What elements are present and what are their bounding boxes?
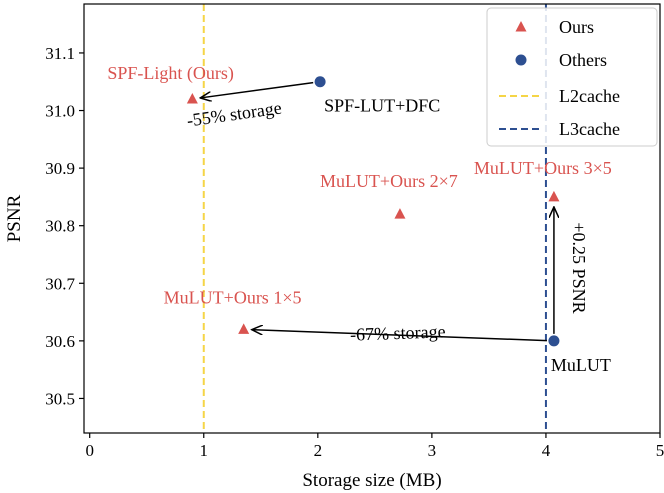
x-tick-label: 4 [542, 441, 551, 460]
point-mulut-ours-3-5 [548, 190, 560, 202]
point-labels: SPF-Light (Ours) MuLUT+Ours 1×5 MuLUT+Ours… [107, 63, 611, 375]
point-mulut-ours-2-7 [394, 208, 406, 219]
y-tick-label: 30.8 [45, 217, 75, 236]
legend: Ours Others L2cache L3cache [486, 7, 658, 147]
x-tick-label: 5 [656, 441, 664, 460]
x-tick-label: 1 [200, 441, 209, 460]
point-label-spf-light-ours: SPF-Light (Ours) [107, 63, 234, 84]
point-label-mulut: MuLUT [551, 355, 611, 375]
legend-marker-ours [515, 21, 527, 32]
x-axis-label: Storage size (MB) [302, 470, 441, 491]
annotation-label: -67% storage [350, 321, 446, 344]
y-tick-label: 30.9 [45, 159, 75, 178]
y-tick-label: 31.0 [45, 102, 75, 121]
annotation-label: +0.25 PSNR [569, 222, 589, 313]
y-axis-label: PSNR [4, 194, 25, 242]
data-points [186, 76, 560, 347]
annotation-arrow [200, 81, 314, 98]
axis-ticks: 0 1 2 3 4 5 30.5 30.6 30.7 30.8 30.9 31.0 31.1 [45, 44, 664, 460]
legend-label-ours: Ours [559, 17, 594, 37]
x-tick-label: 3 [428, 441, 437, 460]
annotation-arrows [200, 81, 554, 342]
legend-label-others: Others [559, 50, 607, 70]
x-tick-label: 0 [85, 441, 94, 460]
point-mulut-ours-1-5 [238, 323, 250, 334]
legend-marker-others [515, 54, 527, 66]
annotation-arrow [252, 330, 547, 342]
annotation-label: -55% storage [186, 98, 283, 131]
y-tick-label: 30.7 [45, 274, 75, 293]
y-tick-label: 31.1 [45, 44, 75, 63]
point-spf-light-ours [186, 93, 198, 104]
y-tick-label: 30.6 [45, 332, 75, 351]
point-mulut [548, 335, 560, 347]
point-label-mulut-ours-2-7: MuLUT+Ours 2×7 [320, 171, 458, 191]
plot-frame [83, 3, 661, 434]
point-label-mulut-ours-1-5: MuLUT+Ours 1×5 [164, 287, 302, 307]
legend-box [486, 7, 658, 147]
x-tick-label: 2 [314, 441, 323, 460]
legend-label-l3cache: L3cache [559, 119, 620, 139]
y-tick-label: 30.5 [45, 389, 75, 408]
point-spf-lut-dfc [314, 76, 326, 88]
point-label-mulut-ours-3-5: MuLUT+Ours 3×5 [474, 158, 612, 178]
legend-label-l2cache: L2cache [559, 86, 620, 106]
point-label-spf-lut-dfc: SPF-LUT+DFC [324, 96, 440, 116]
